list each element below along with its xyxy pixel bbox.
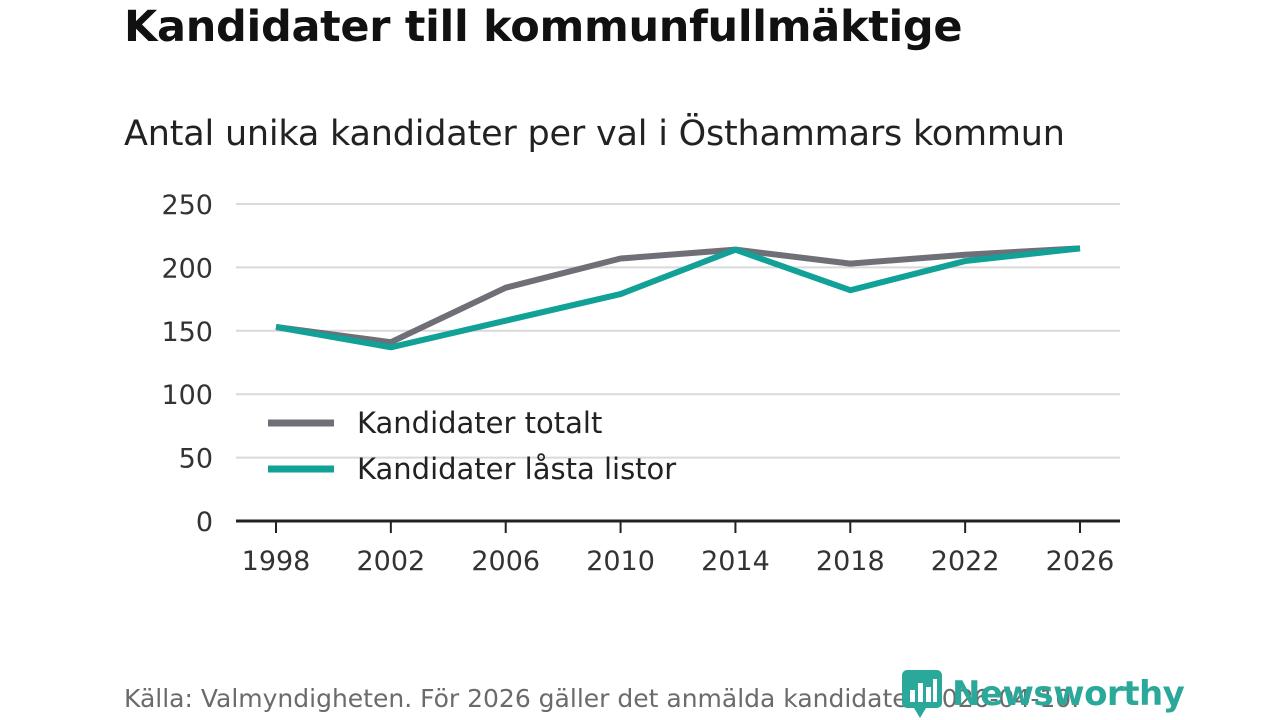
chart-title: Kandidater till kommunfullmäktige <box>124 2 963 52</box>
x-tick-label: 2010 <box>586 546 655 577</box>
y-tick-label: 0 <box>196 507 213 538</box>
x-tick-label: 2006 <box>471 546 540 577</box>
legend-label: Kandidater låsta listor <box>357 452 676 486</box>
legend-label: Kandidater totalt <box>357 406 602 440</box>
x-tick-label: 2018 <box>816 546 885 577</box>
y-axis-ticks: 0 50 100 150 200 250 <box>161 190 213 538</box>
x-tick-label: 1998 <box>242 546 311 577</box>
newsworthy-logo[interactable]: Newsworthy <box>902 670 1185 718</box>
x-tick-label: 2022 <box>931 546 1000 577</box>
x-tick-label: 2002 <box>356 546 425 577</box>
y-tick-label: 100 <box>161 380 213 411</box>
gridlines <box>236 203 1120 459</box>
series-line-2 <box>275 245 1081 351</box>
y-tick-label: 250 <box>161 190 213 221</box>
series-lines <box>275 245 1081 351</box>
line-chart: 0 50 100 150 200 250 1998 2002 2006 2010 2014 2018… <box>161 190 1120 577</box>
legend: Kandidater totalt Kandidater låsta listor <box>268 406 676 486</box>
x-tick-label: 2014 <box>701 546 770 577</box>
newsworthy-logo-text: Newsworthy <box>952 674 1185 714</box>
chart-subtitle: Antal unika kandidater per val i Östhamm… <box>124 114 1065 154</box>
x-axis: 1998 2002 2006 2010 2014 2018 2022 2026 <box>236 519 1120 577</box>
y-tick-label: 200 <box>161 253 213 284</box>
series-line-1 <box>275 245 1081 346</box>
newsworthy-logo-icon <box>902 670 942 718</box>
y-tick-label: 50 <box>179 444 213 475</box>
y-tick-label: 150 <box>161 317 213 348</box>
x-tick-label: 2026 <box>1046 546 1115 577</box>
